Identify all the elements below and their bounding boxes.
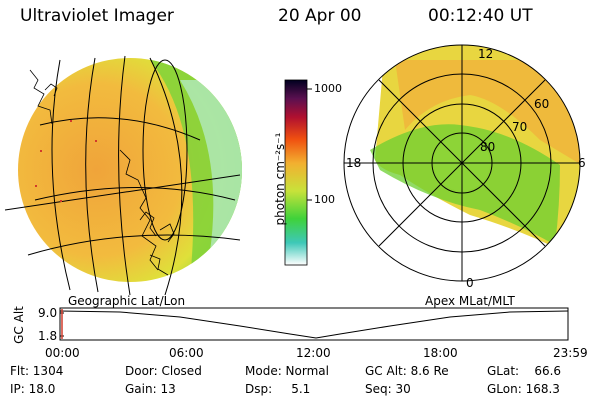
status-glat: GLat: 66.6	[487, 364, 562, 378]
date-label: 20 Apr 00	[278, 6, 362, 26]
status-seq: Seq: 30	[365, 382, 411, 396]
timeline-frame	[59, 307, 569, 341]
timeline-xtick-0000: 00:00	[45, 346, 80, 360]
mlt-label-12: 12	[478, 47, 494, 61]
status-ip: IP: 18.0	[10, 382, 56, 396]
app-title: Ultraviolet Imager	[20, 6, 174, 26]
hotspot-marks	[35, 120, 97, 202]
colorbar-tick-100: 100	[314, 193, 335, 206]
status-flt: Flt: 1304	[10, 364, 64, 378]
timeline-xtick-1200: 12:00	[296, 346, 331, 360]
globe-disk	[18, 58, 242, 282]
timeline-xtick-0600: 06:00	[169, 346, 204, 360]
status-glon: GLon: 168.3	[487, 382, 560, 396]
status-gain: Gain: 13	[125, 382, 176, 396]
mlat-label-80: 80	[480, 140, 496, 154]
mlat-label-60: 60	[534, 97, 550, 111]
status-dsp: Dsp: 5.1	[245, 382, 311, 396]
mlat-label-70: 70	[512, 120, 528, 134]
colorbar-scale	[284, 79, 308, 266]
timeline-ytick-bottom: 1.8	[38, 329, 58, 343]
timeline-ylabel: GC Alt	[12, 306, 26, 344]
projection-label-right: Apex MLat/MLT	[425, 294, 515, 308]
mlt-label-6: 6	[578, 156, 586, 170]
polar-grid	[343, 44, 581, 282]
projection-label-left: Geographic Lat/Lon	[68, 294, 186, 308]
mlt-label-0: 0	[466, 276, 474, 290]
status-mode: Mode: Normal	[245, 364, 329, 378]
coastline-outline	[29, 69, 175, 276]
status-door: Door: Closed	[125, 364, 202, 378]
geographic-grid	[4, 55, 241, 296]
time-label: 00:12:40 UT	[428, 6, 533, 26]
status-gcalt: GC Alt: 8.6 Re	[365, 364, 449, 378]
timeline-ytick-top: 9.0	[38, 306, 58, 320]
mlt-label-18: 18	[346, 156, 362, 170]
timeline-xtick-2359: 23:59	[553, 346, 588, 360]
altitude-curve	[59, 310, 569, 339]
colorbar-panel	[284, 79, 312, 266]
timeline-xtick-1800: 18:00	[423, 346, 458, 360]
colorbar-tick-1000: 1000	[314, 82, 342, 95]
